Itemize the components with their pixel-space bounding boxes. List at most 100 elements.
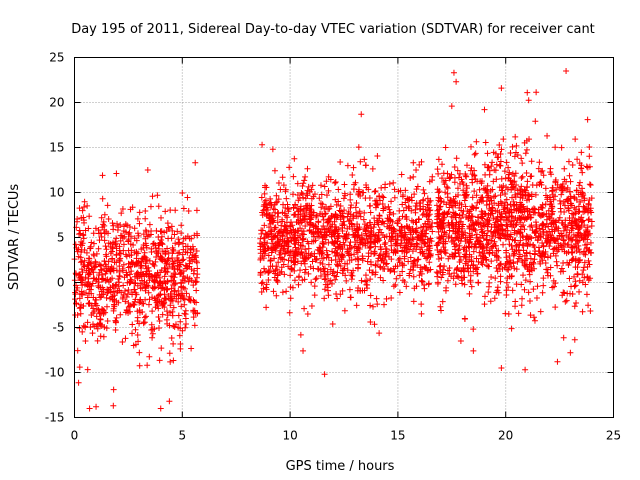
data-point xyxy=(522,277,529,284)
data-point xyxy=(562,223,569,230)
data-point xyxy=(481,106,488,113)
data-point xyxy=(426,251,433,258)
data-point xyxy=(329,248,336,255)
data-point xyxy=(491,221,498,228)
data-point xyxy=(188,345,195,352)
data-point xyxy=(100,221,107,228)
data-point xyxy=(259,141,266,148)
data-point xyxy=(399,277,406,284)
data-point xyxy=(516,241,523,248)
data-point xyxy=(445,208,452,215)
data-point xyxy=(136,309,143,316)
data-point xyxy=(571,243,578,250)
data-point xyxy=(366,267,373,274)
data-point xyxy=(496,184,503,191)
data-point xyxy=(382,239,389,246)
data-point xyxy=(148,321,155,328)
data-point xyxy=(451,174,458,181)
data-point xyxy=(122,229,129,236)
data-point xyxy=(325,292,332,299)
y-tick-label: 10 xyxy=(49,186,64,200)
data-point xyxy=(372,262,379,269)
data-point xyxy=(192,159,199,166)
data-point xyxy=(557,200,564,207)
data-point xyxy=(358,231,365,238)
data-point xyxy=(88,239,95,246)
data-point xyxy=(78,266,85,273)
data-point xyxy=(321,231,328,238)
data-point xyxy=(310,193,317,200)
data-point xyxy=(298,189,305,196)
data-point xyxy=(316,195,323,202)
data-point xyxy=(180,256,187,263)
data-point xyxy=(437,303,444,310)
data-point xyxy=(565,222,572,229)
data-point xyxy=(334,238,341,245)
data-point xyxy=(84,366,91,373)
data-point xyxy=(535,232,542,239)
data-point xyxy=(499,226,506,233)
data-point xyxy=(428,238,435,245)
data-point xyxy=(453,155,460,162)
data-point xyxy=(170,357,177,364)
data-point xyxy=(426,178,433,185)
data-point xyxy=(260,235,267,242)
data-point xyxy=(109,220,116,227)
data-point xyxy=(175,312,182,319)
data-point xyxy=(492,150,499,157)
data-point xyxy=(518,223,525,230)
data-point xyxy=(576,179,583,186)
data-point xyxy=(518,281,525,288)
data-point xyxy=(507,177,514,184)
data-point xyxy=(550,196,557,203)
data-point xyxy=(151,284,158,291)
data-point xyxy=(436,263,443,270)
data-point xyxy=(363,277,370,284)
data-point xyxy=(503,254,510,261)
data-point xyxy=(261,198,268,205)
data-point xyxy=(440,178,447,185)
data-point xyxy=(550,283,557,290)
data-point xyxy=(274,278,281,285)
data-point xyxy=(471,172,478,179)
data-point xyxy=(451,164,458,171)
data-point xyxy=(138,259,145,266)
data-point xyxy=(176,239,183,246)
data-point xyxy=(435,189,442,196)
data-point xyxy=(558,265,565,272)
data-point xyxy=(518,155,525,162)
data-point xyxy=(193,278,200,285)
data-point xyxy=(141,314,148,321)
data-point xyxy=(179,240,186,247)
data-point xyxy=(105,216,112,223)
data-point xyxy=(554,248,561,255)
data-point xyxy=(116,243,123,250)
data-point xyxy=(587,308,594,315)
data-point xyxy=(504,258,511,265)
data-point xyxy=(506,273,513,280)
data-point xyxy=(327,266,334,273)
data-point xyxy=(110,226,117,233)
data-point xyxy=(569,236,576,243)
data-point xyxy=(157,291,164,298)
data-point xyxy=(388,295,395,302)
data-point xyxy=(111,301,118,308)
data-point xyxy=(313,275,320,282)
data-point xyxy=(563,68,570,74)
data-point xyxy=(325,239,332,246)
data-point xyxy=(488,274,495,281)
data-point xyxy=(107,268,114,275)
data-point xyxy=(495,247,502,254)
data-point xyxy=(414,256,421,263)
data-point xyxy=(524,178,531,185)
data-point xyxy=(429,228,436,235)
data-point xyxy=(407,266,414,273)
data-point xyxy=(576,208,583,215)
data-point xyxy=(357,158,364,165)
data-point xyxy=(281,256,288,263)
data-point xyxy=(578,149,585,156)
data-point xyxy=(508,325,515,332)
data-point xyxy=(485,164,492,171)
data-point xyxy=(274,266,281,273)
